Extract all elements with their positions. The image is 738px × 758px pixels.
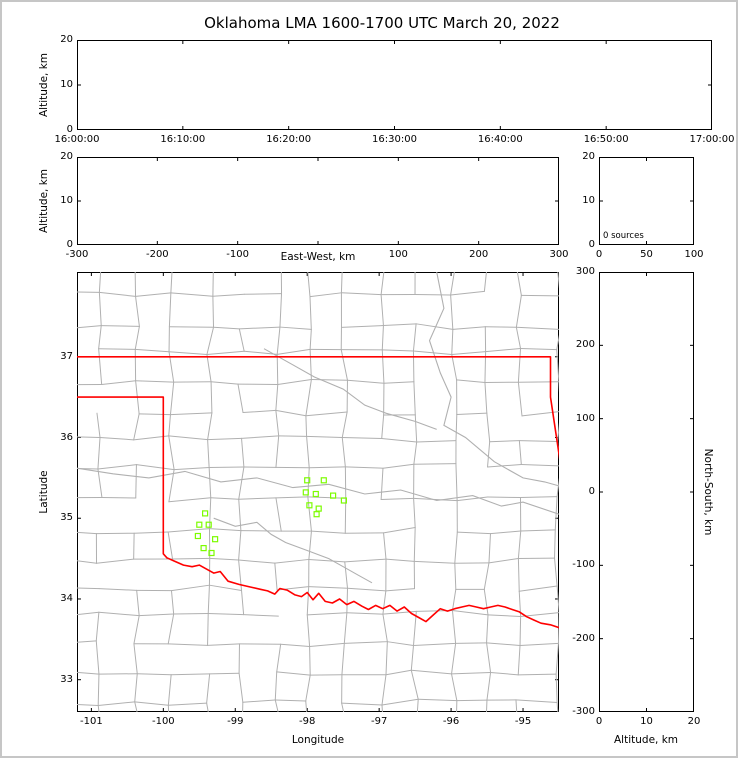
ns-xtick-label: 10 [640,716,653,727]
ew-panel-xlabel: East-West, km [280,251,356,263]
hist-ytick-label: 20 [582,151,595,162]
ns-frame [599,272,694,712]
time-xtick-label: 16:30:00 [372,134,417,145]
lma-source-marker [201,510,209,517]
time-height-panel [77,40,712,130]
lma-sources [194,477,347,557]
lma-source-marker [194,532,202,540]
map-xtick-label: -101 [80,716,103,727]
ns-ytick-label: 300 [575,266,595,277]
hist-ytick-label: 10 [582,195,595,206]
time-xtick-label: 16:20:00 [266,134,312,145]
ew-ytick-label: 20 [60,151,73,162]
ns-ytick-label: 0 [588,486,595,497]
map-xtick-label: -96 [442,716,460,727]
ew-xtick-label: -200 [145,249,169,260]
time-xtick-label: 16:50:00 [583,134,629,145]
time-ytick-label: 10 [60,79,73,90]
east-west-height-panel [77,157,559,245]
map-ytick-label: 34 [60,592,73,604]
ns-panel-xlabel: Altitude, km [613,734,679,746]
figure-title: Oklahoma LMA 1600-1700 UTC March 20, 202… [204,14,560,32]
hist-ytick-label: 0 [588,239,595,250]
map-xtick-label: -100 [151,716,175,727]
time-xtick-label: 16:40:00 [477,134,523,145]
north-south-height-panel [599,272,694,712]
ns-ytick-label: -300 [572,706,595,717]
oklahoma-state-border [77,356,559,629]
map-ytick-label: 35 [60,512,73,524]
altitude-histogram-panel [599,157,694,245]
ns-xtick-label: 20 [687,716,701,727]
time-xtick-label: 16:10:00 [160,134,206,145]
lma-source-marker [320,477,327,484]
lma-source-marker [205,521,212,528]
lma-source-marker [312,490,319,498]
map-xtick-label: -98 [299,716,316,727]
ns-xtick-label: 0 [595,716,603,727]
ew-xtick-label: 200 [469,249,489,260]
lma-source-marker [313,511,320,518]
county-lines [77,272,559,712]
plan-view-map-panel [77,272,559,712]
map-panel-ylabel: Latitude [38,470,50,514]
ew-xtick-label: -100 [226,249,249,260]
hist-xtick-label: 100 [684,249,704,260]
lma-source-marker [212,536,219,543]
source-count-annotation: 0 sources [603,231,644,241]
lma-source-marker [208,549,215,557]
map-ytick-label: 36 [60,431,73,443]
map-frame [77,272,559,712]
ew-xtick-label: 300 [549,249,569,260]
ns-ytick-label: 200 [575,339,595,351]
time-frame [77,40,712,130]
ns-panel-ylabel-right: North-South, km [702,448,714,536]
lma-source-marker [340,497,347,504]
lma-source-marker [196,521,203,528]
lma-source-marker [306,502,313,509]
map-ytick-label: 33 [60,673,73,685]
river-lines [77,272,559,584]
map-ytick-label: 37 [60,350,73,362]
ns-ytick-label: 100 [575,412,595,424]
map-xtick-label: -95 [514,716,532,727]
ew-frame [77,157,559,245]
ew-ytick-label: 0 [66,239,73,250]
lma-source-marker [200,545,207,552]
map-xtick-label: -99 [227,716,244,727]
ns-ytick-label: -200 [572,632,595,644]
map-panel-xlabel: Longitude [291,734,345,746]
map-xtick-label: -97 [370,716,388,727]
time-ytick-label: 20 [60,34,73,45]
lma-source-marker [304,477,311,484]
lma-source-marker [330,492,337,499]
lma-source-marker [302,489,309,496]
time-ytick-label: 0 [66,124,73,135]
hist-xtick-label: 0 [595,249,603,260]
ew-ytick-label: 10 [60,195,73,206]
ew-xtick-label: -300 [65,249,89,260]
time-xtick-label: 16:00:00 [54,134,100,145]
ns-ytick-label: -100 [572,559,595,571]
lma-source-marker [315,505,322,512]
hist-xtick-label: 50 [640,249,653,260]
time-xtick-label: 17:00:00 [689,134,735,145]
ew-xtick-label: 100 [388,249,408,260]
